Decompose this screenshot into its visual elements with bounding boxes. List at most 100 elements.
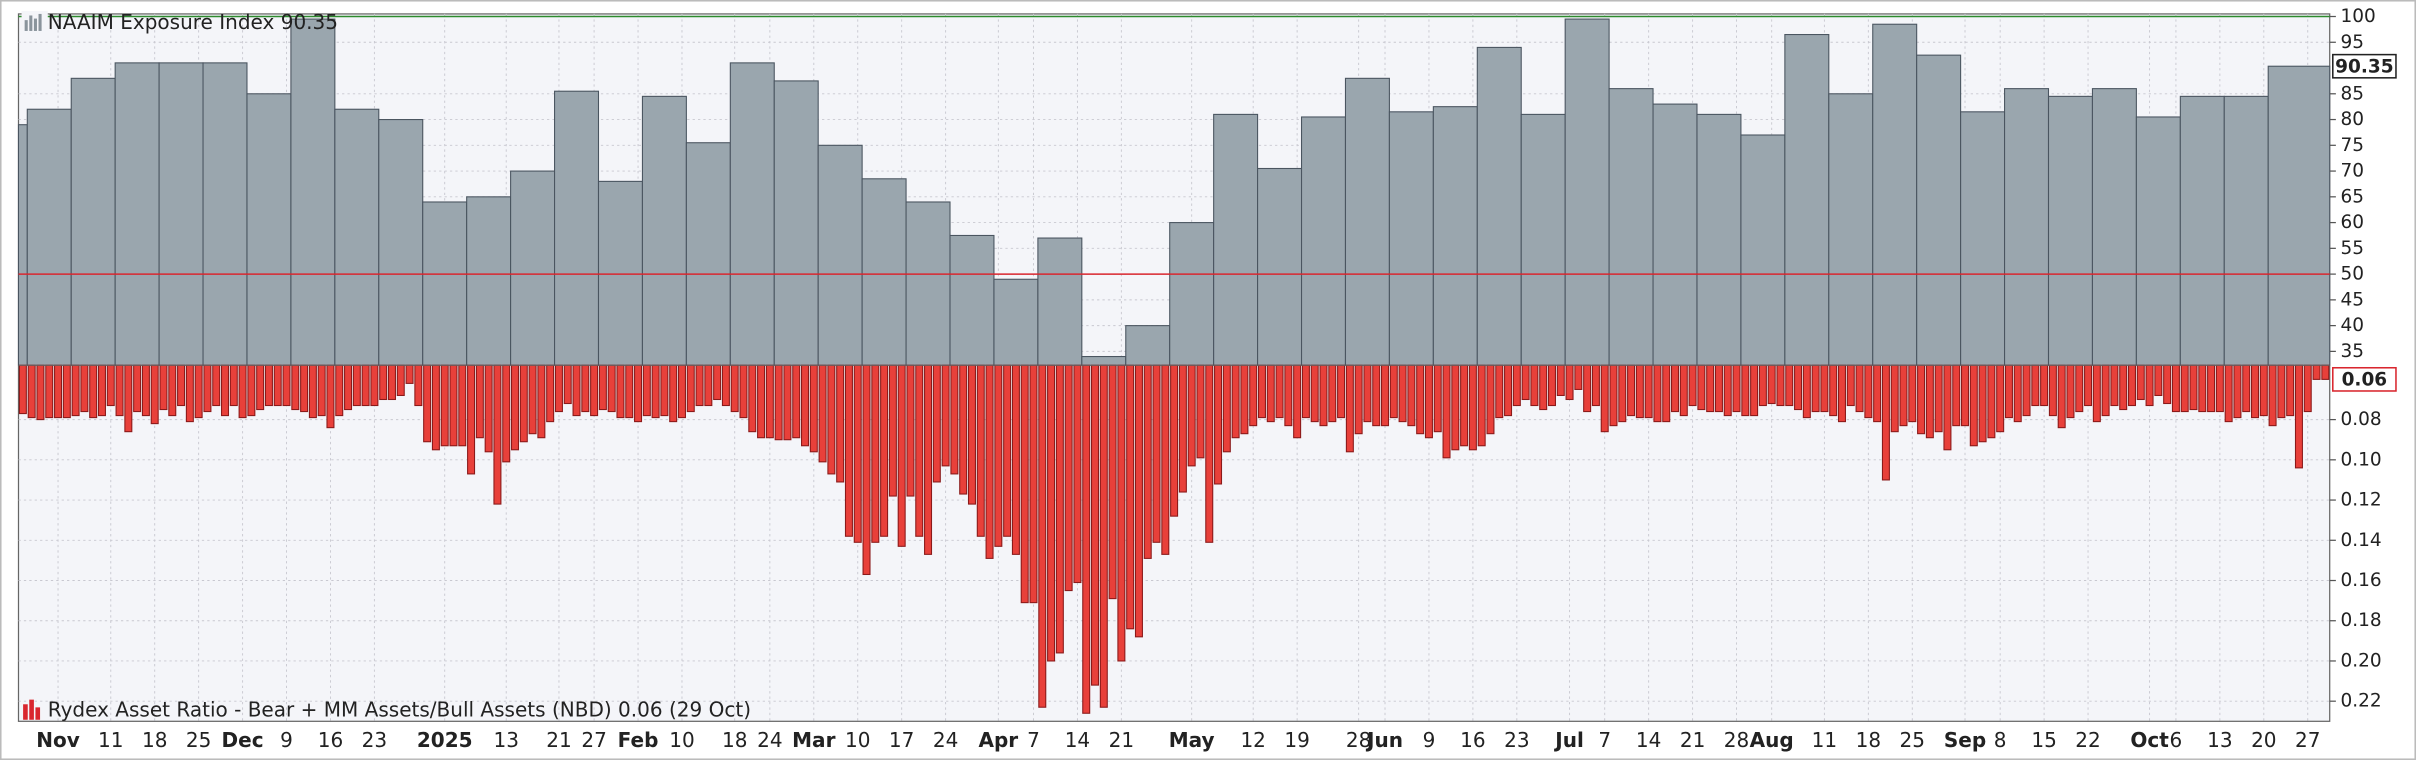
bar [1574, 364, 1583, 390]
bar [378, 119, 424, 366]
x-tick-label: 27 [581, 728, 606, 752]
bar [1257, 364, 1266, 419]
bar [1178, 364, 1187, 493]
bar [1784, 33, 1830, 366]
bar [607, 364, 616, 413]
bar [2031, 364, 2040, 407]
x-tick-label: 15 [2031, 728, 2056, 752]
y-tick-label: 0.10 [2341, 449, 2382, 470]
bar [1828, 93, 1874, 366]
y-tick-label: 40 [2341, 315, 2365, 336]
bar [765, 364, 774, 439]
bar [2171, 364, 2180, 413]
bar [554, 90, 600, 366]
bar [2084, 364, 2093, 407]
bar [1969, 364, 1978, 447]
bar [1432, 106, 1478, 366]
bar [2091, 88, 2137, 366]
y-tick-label: 0.20 [2341, 650, 2382, 671]
bar [510, 170, 556, 366]
bar [537, 364, 546, 439]
bar [1257, 167, 1303, 366]
bar [1337, 364, 1346, 419]
bar [1961, 364, 1970, 427]
x-tick-label: Apr [978, 728, 1018, 752]
bar [2110, 364, 2119, 407]
bar [642, 364, 651, 417]
x-tick-label: 28 [1346, 728, 1371, 752]
bar [18, 364, 27, 415]
price-tag-label: 0.06 [2342, 370, 2388, 391]
bar [440, 364, 449, 447]
bar [2224, 364, 2233, 423]
bar [71, 364, 80, 417]
bar [150, 364, 159, 425]
bar [686, 364, 695, 413]
bar [1477, 364, 1486, 447]
bar [1055, 364, 1064, 654]
bar [880, 364, 889, 537]
bar [97, 364, 106, 417]
bar [853, 364, 862, 543]
bar [581, 364, 590, 413]
bar [1152, 364, 1161, 543]
x-tick-label: 19 [1284, 728, 1309, 752]
bar [1539, 364, 1548, 411]
bar [264, 364, 273, 407]
bar [1328, 364, 1337, 423]
bar [2040, 364, 2049, 407]
bar [1319, 364, 1328, 427]
bar [836, 364, 845, 483]
y-tick-label: 35 [2341, 341, 2365, 362]
bar [924, 364, 933, 555]
x-tick-label: 28 [1724, 728, 1749, 752]
bar [194, 364, 203, 419]
bar [1890, 364, 1899, 433]
bar [897, 364, 906, 547]
bar [414, 364, 423, 407]
bar [1029, 364, 1038, 604]
bar [713, 364, 722, 401]
bar [1064, 364, 1073, 592]
price-tag-box [2332, 53, 2397, 79]
bar [62, 364, 71, 419]
x-tick-label: Mar [792, 728, 835, 752]
y-tick-label: 50 [2341, 264, 2365, 285]
bar [773, 80, 819, 366]
bar [2075, 364, 2084, 413]
x-tick-label: 24 [757, 728, 782, 752]
bar [273, 364, 282, 407]
bar [809, 364, 818, 453]
bar [704, 364, 713, 407]
bar [2277, 364, 2286, 419]
bar [660, 364, 669, 417]
bar [598, 364, 607, 411]
price-tag-label: 90.35 [2335, 56, 2393, 77]
bar [1767, 364, 1776, 405]
bar [1231, 364, 1240, 439]
bar [1468, 364, 1477, 451]
bar [677, 364, 686, 419]
bar [370, 364, 379, 407]
bar [1530, 364, 1539, 407]
bar [2223, 95, 2269, 366]
bar [1688, 364, 1697, 407]
legend-icon [24, 20, 28, 31]
bar [528, 364, 537, 435]
bar [2135, 116, 2181, 366]
bar [739, 364, 748, 419]
bar [124, 364, 133, 433]
bar [1134, 364, 1143, 638]
bar [1388, 111, 1434, 366]
x-tick-label: 8 [1994, 728, 2007, 752]
bar [1213, 113, 1259, 366]
bar [1424, 364, 1433, 439]
bar [1381, 364, 1390, 427]
bar [563, 364, 572, 405]
y-tick-label: 95 [2341, 32, 2365, 53]
bar [1872, 23, 1918, 366]
bar [1671, 364, 1680, 413]
bar [2189, 364, 2198, 411]
x-tick-label: 21 [1680, 728, 1705, 752]
x-tick-label: 10 [845, 728, 870, 752]
